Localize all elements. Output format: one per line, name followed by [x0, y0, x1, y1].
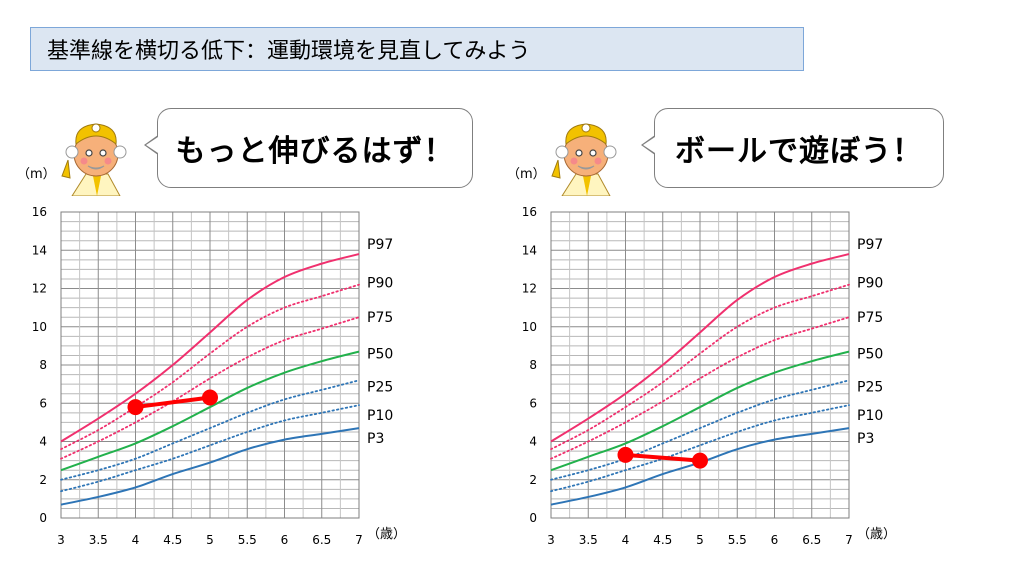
- speech-bubble: もっと伸びるはず！: [144, 108, 473, 188]
- plot-border: [60, 211, 360, 519]
- series-line-p25: [60, 379, 360, 481]
- y-tick-label: 14: [32, 243, 47, 257]
- series-line-p97: [60, 253, 360, 443]
- y-tick-label: 16: [32, 205, 47, 219]
- y-tick-label: 0: [529, 511, 537, 525]
- series-line-p25: [550, 379, 850, 481]
- series-line-p90: [60, 283, 360, 451]
- mascot-doctor-icon: [551, 123, 617, 196]
- x-tick-label: 3: [57, 533, 65, 547]
- child-trend-line: [625, 452, 701, 463]
- speech-bubble: ボールで遊ぼう！: [641, 108, 944, 188]
- y-tick-label: 2: [39, 473, 47, 487]
- y-tick-label: 12: [522, 282, 537, 296]
- series-label-p90: P90: [857, 276, 883, 292]
- x-axis-unit: （歳）: [857, 527, 896, 542]
- x-tick-label: 5: [206, 533, 214, 547]
- series-label-p75: P75: [367, 310, 393, 326]
- series-line-p50: [550, 350, 850, 472]
- x-tick-label: 5.5: [238, 533, 257, 547]
- x-tick-label: 3: [547, 533, 555, 547]
- y-tick-label: 0: [39, 511, 47, 525]
- grid-lines: [60, 211, 360, 519]
- child-data-point: [202, 389, 218, 406]
- x-tick-label: 6: [281, 533, 289, 547]
- series-line-p75: [60, 316, 360, 460]
- series-line-p75: [550, 316, 850, 460]
- x-axis-unit: （歳）: [367, 527, 406, 542]
- y-tick-label: 10: [522, 320, 537, 334]
- series-line-p97: [550, 253, 850, 443]
- y-axis-unit: （m）: [507, 167, 546, 182]
- y-tick-label: 10: [32, 320, 47, 334]
- x-tick-label: 3.5: [89, 533, 108, 547]
- y-axis-unit: （m）: [17, 167, 56, 182]
- x-tick-label: 4: [622, 533, 630, 547]
- x-tick-label: 6.5: [802, 533, 821, 547]
- y-tick-label: 6: [529, 396, 537, 410]
- chart-panel-right: ボールで遊ぼう！ 0 2 4 6 8 10 12 14 16 3 3.5 4 4.5 5 5.5 6 6.5 7 （…: [505, 100, 975, 560]
- plot-border: [550, 211, 850, 519]
- series-label-p10: P10: [857, 408, 883, 424]
- child-data-point: [127, 399, 144, 416]
- y-tick-label: 8: [39, 358, 47, 372]
- x-tick-label: 4: [132, 533, 140, 547]
- page-title-text: 基準線を横切る低下：運動環境を見直してみよう: [47, 39, 531, 64]
- series-line-p90: [550, 283, 850, 451]
- x-tick-label: 4.5: [653, 533, 672, 547]
- series-label-p10: P10: [367, 408, 393, 424]
- series-label-p25: P25: [367, 379, 393, 395]
- series-line-p3: [60, 427, 360, 506]
- y-tick-label: 6: [39, 396, 47, 410]
- x-tick-label: 3.5: [579, 533, 598, 547]
- series-label-p3: P3: [367, 431, 384, 447]
- y-tick-label: 12: [32, 282, 47, 296]
- chart-panel-left: もっと伸びるはず！ 0 2 4 6 8 10 12 14 16 3 3.5 4 4.5 5 5.5 6 6.5 7…: [15, 100, 485, 560]
- x-tick-label: 6: [771, 533, 779, 547]
- series-line-p10: [550, 404, 850, 493]
- series-label-p50: P50: [857, 347, 883, 363]
- child-trend-line: [135, 395, 211, 410]
- percentile-chart-right: 0 2 4 6 8 10 12 14 16 3 3.5 4 4.5 5 5.5 6 6.5 7 （m） （歳） P97 P…: [507, 167, 896, 547]
- percentile-chart-left: 0 2 4 6 8 10 12 14 16 3 3.5 4 4.5 5 5.5 6 6.5 7 （m） （歳） P97 P…: [17, 167, 406, 547]
- x-tick-label: 6.5: [312, 533, 331, 547]
- series-line-p10: [60, 404, 360, 493]
- y-tick-label: 14: [522, 243, 537, 257]
- y-tick-label: 16: [522, 205, 537, 219]
- bubble-tail: [641, 135, 655, 155]
- series-label-p90: P90: [367, 276, 393, 292]
- x-tick-label: 7: [845, 533, 853, 547]
- speech-bubble-text: もっと伸びるはず！: [175, 134, 455, 169]
- y-tick-label: 2: [529, 473, 537, 487]
- mascot-doctor-icon: [61, 123, 127, 196]
- series-label-p75: P75: [857, 310, 883, 326]
- series-label-p3: P3: [857, 431, 874, 447]
- bubble-tail: [144, 135, 158, 155]
- series-line-p50: [60, 350, 360, 472]
- series-label-p97: P97: [367, 237, 393, 253]
- series-label-p25: P25: [857, 379, 883, 395]
- child-data-point: [617, 446, 634, 463]
- child-data-point: [692, 452, 708, 469]
- series-label-p97: P97: [857, 237, 883, 253]
- x-tick-label: 7: [355, 533, 363, 547]
- y-tick-label: 4: [529, 435, 537, 449]
- y-tick-label: 8: [529, 358, 537, 372]
- x-tick-label: 4.5: [163, 533, 182, 547]
- speech-bubble-text: ボールで遊ぼう！: [675, 134, 923, 169]
- x-tick-label: 5.5: [728, 533, 747, 547]
- page-title: 基準線を横切る低下：運動環境を見直してみよう: [30, 27, 804, 71]
- series-label-p50: P50: [367, 347, 393, 363]
- grid-lines: [550, 211, 850, 519]
- x-tick-label: 5: [696, 533, 704, 547]
- y-tick-label: 4: [39, 435, 47, 449]
